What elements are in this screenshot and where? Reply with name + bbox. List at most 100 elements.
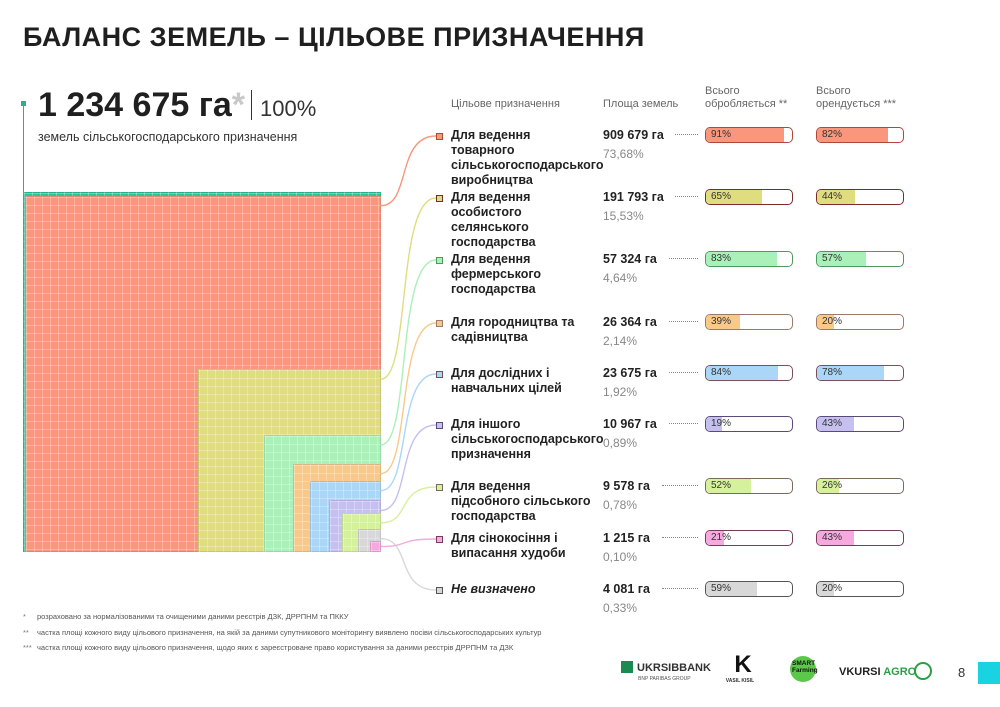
category-label: Для ведення підсобного сільського господ… <box>451 479 591 523</box>
rented-bar: 57% <box>816 251 904 267</box>
cultivated-bar-fill <box>706 252 778 266</box>
leader-dots <box>669 321 698 322</box>
legend-swatch <box>436 536 443 543</box>
legend-swatch <box>436 195 443 202</box>
corner-accent <box>978 662 1000 684</box>
rented-bar: 20% <box>816 581 904 597</box>
area-value: 10 967 га <box>603 417 657 431</box>
share-value: 0,33% <box>603 601 638 615</box>
share-value: 73,68% <box>603 147 644 161</box>
cultivated-bar: 91% <box>705 127 793 143</box>
rented-bar: 82% <box>816 127 904 143</box>
rented-bar-label: 57% <box>822 253 843 264</box>
rented-bar-label: 82% <box>822 129 843 140</box>
cultivated-bar: 39% <box>705 314 793 330</box>
total-percent: 100% <box>260 96 317 121</box>
cultivated-bar-label: 65% <box>711 191 732 202</box>
leader-dots <box>662 537 698 538</box>
total-asterisk: * <box>231 86 246 124</box>
legend-swatch <box>436 484 443 491</box>
table-row: Для ведення фермерського господарства 57 … <box>0 251 1000 312</box>
rented-bar-fill <box>817 531 854 545</box>
rented-bar-label: 78% <box>822 367 843 378</box>
rented-bar: 44% <box>816 189 904 205</box>
leader-dots <box>662 588 698 589</box>
cultivated-bar-fill <box>706 128 785 142</box>
leader-dots <box>669 372 698 373</box>
table-row: Для дослідних і навчальних цілей 23 675 г… <box>0 365 1000 426</box>
cultivated-bar-fill <box>706 190 762 204</box>
share-value: 4,64% <box>603 271 638 285</box>
total-marker <box>21 101 26 106</box>
category-label: Для дослідних і навчальних цілей <box>451 366 562 395</box>
category-label: Для ведення фермерського господарства <box>451 252 542 296</box>
category-label: Не визначено <box>451 582 536 596</box>
rented-bar-label: 26% <box>822 480 843 491</box>
rented-bar: 43% <box>816 530 904 546</box>
header-area: Площа земель <box>603 98 679 110</box>
category-label: Для ведення особистого селянського госпо… <box>451 190 536 249</box>
total-separator <box>251 90 253 120</box>
cultivated-bar: 83% <box>705 251 793 267</box>
legend-swatch <box>436 371 443 378</box>
cultivated-bar-label: 91% <box>711 129 732 140</box>
table-row: Для ведення підсобного сільського господ… <box>0 478 1000 539</box>
rented-bar-fill <box>817 417 854 431</box>
rented-bar-fill <box>817 366 885 380</box>
leader-dots <box>669 423 698 424</box>
rented-bar: 43% <box>816 416 904 432</box>
category-label: Для ведення товарного сільськогосподарсь… <box>451 128 604 187</box>
vasil-kisil-logo: K VASIL KISIL <box>725 651 755 685</box>
area-value: 23 675 га <box>603 366 657 380</box>
share-value: 0,89% <box>603 436 638 450</box>
ukrsibbank-logo: UKRSIBBANK BNP PARIBAS GROUP <box>621 658 711 698</box>
cultivated-bar: 21% <box>705 530 793 546</box>
footnote: * розраховано за нормалізованими та очище… <box>23 612 349 621</box>
cultivated-bar: 84% <box>705 365 793 381</box>
rented-bar-fill <box>817 252 867 266</box>
area-value: 57 324 га <box>603 252 657 266</box>
total-subtitle: земель сільськогосподарського призначенн… <box>38 130 298 144</box>
category-label: Для іншого сільськогосподарського призна… <box>451 417 604 461</box>
header-rented: Всього орендується *** <box>816 85 897 110</box>
cultivated-bar: 52% <box>705 478 793 494</box>
cultivated-bar-label: 39% <box>711 316 732 327</box>
share-value: 0,10% <box>603 550 638 564</box>
rented-bar: 20% <box>816 314 904 330</box>
share-value: 15,53% <box>603 209 644 223</box>
rented-bar-label: 20% <box>822 316 843 327</box>
leader-dots <box>675 134 698 135</box>
cultivated-bar-fill <box>706 417 723 431</box>
cultivated-bar-fill <box>706 479 751 493</box>
cultivated-bar: 65% <box>705 189 793 205</box>
rented-bar-fill <box>817 128 888 142</box>
rented-bar: 26% <box>816 478 904 494</box>
cultivated-bar: 59% <box>705 581 793 597</box>
rented-bar-fill <box>817 479 840 493</box>
legend-swatch <box>436 257 443 264</box>
category-label: Для городництва та садівництва <box>451 315 575 344</box>
ukrsibbank-mark-icon <box>621 661 633 673</box>
table-row: Для сінокосіння і випасання худоби 1 215 … <box>0 530 1000 591</box>
rented-bar-label: 43% <box>822 532 843 543</box>
rented-bar-label: 44% <box>822 191 843 202</box>
vkursi-ring-icon <box>914 662 933 680</box>
table-row: Для іншого сільськогосподарського призна… <box>0 416 1000 477</box>
category-label: Для сінокосіння і випасання худоби <box>451 531 566 560</box>
area-value: 9 578 га <box>603 479 650 493</box>
cultivated-bar-fill <box>706 366 779 380</box>
header-cultivated: Всього обробляється ** <box>705 85 788 110</box>
legend-swatch <box>436 587 443 594</box>
cultivated-bar-label: 21% <box>711 532 732 543</box>
footnotes: * розраховано за нормалізованими та очище… <box>23 609 541 656</box>
rented-bar-label: 20% <box>822 583 843 594</box>
header-category: Цільове призначення <box>451 98 560 110</box>
cultivated-bar: 19% <box>705 416 793 432</box>
total-marker-line <box>23 106 24 192</box>
cultivated-bar-label: 59% <box>711 583 732 594</box>
leader-dots <box>669 258 698 259</box>
page-title: БАЛАНС ЗЕМЕЛЬ – ЦІЛЬОВЕ ПРИЗНАЧЕННЯ <box>23 22 645 52</box>
share-value: 0,78% <box>603 498 638 512</box>
total-value: 1 234 675 га <box>38 86 232 124</box>
legend-swatch <box>436 422 443 429</box>
